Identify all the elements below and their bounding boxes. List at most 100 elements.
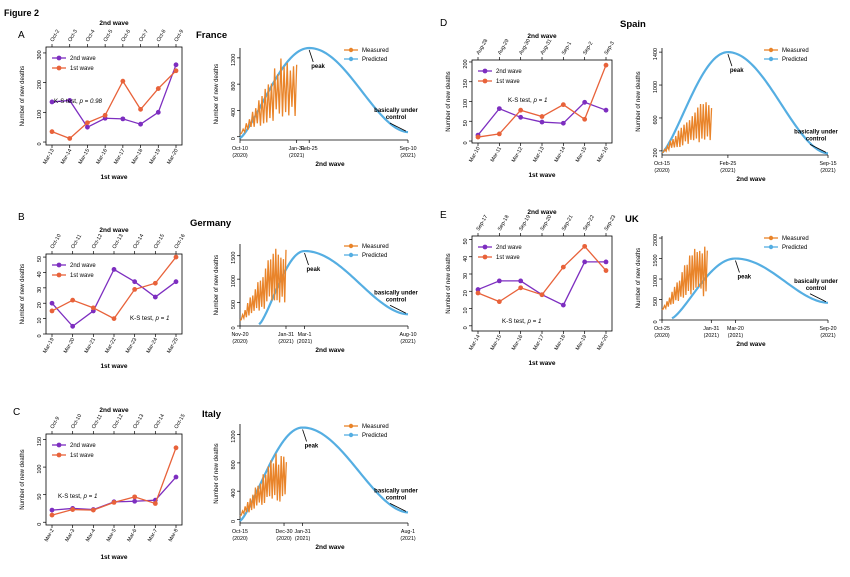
data-point <box>152 280 158 286</box>
top-tick-label: Sep-20 <box>540 214 554 232</box>
x-tick-label: Aug-1 <box>401 529 415 535</box>
measured-series <box>239 248 287 321</box>
data-point <box>49 99 55 105</box>
x-tick-year: (2021) <box>297 339 313 345</box>
y-axis-label: Number of new deaths <box>214 255 220 315</box>
legend-marker <box>482 78 488 84</box>
x-tick-label: Mar-23 <box>125 337 139 355</box>
x-tick-label: Mar-6 <box>126 528 138 543</box>
country-title: UK <box>625 214 639 225</box>
x-tick-year: (2021) <box>278 339 294 345</box>
data-point <box>496 278 502 284</box>
data-point <box>85 120 90 126</box>
y-tick-label: 1500 <box>653 254 659 266</box>
peak-label: peak <box>307 267 321 273</box>
data-point <box>152 294 158 300</box>
x-tick-year: (2020) <box>276 536 292 542</box>
legend-label: 2nd wave <box>70 56 96 62</box>
top-tick-label: Sep-18 <box>497 214 511 232</box>
x-tick-label: Nov-20 <box>231 332 248 338</box>
top-tick-label: Oct-9 <box>50 416 62 430</box>
top-tick-label: Sep-1 <box>561 41 573 56</box>
y-tick-label: 200 <box>37 80 43 89</box>
top-tick-label: Sep-22 <box>582 214 596 232</box>
panel-letter: B <box>18 212 25 223</box>
x-tick-year: (2020) <box>232 153 248 159</box>
top-tick-label: Oct-4 <box>85 29 97 43</box>
y-tick-label: 50 <box>463 238 469 244</box>
top-tick-label: Sep-19 <box>518 214 532 232</box>
data-point <box>49 507 55 513</box>
y-tick-label: 1000 <box>653 81 659 93</box>
y-axis-label: Number of new deaths <box>636 71 642 131</box>
peak-pointer <box>308 49 314 63</box>
control-pointer <box>389 304 407 314</box>
y-axis-label: Number of new deaths <box>446 253 452 313</box>
legend-label: Measured <box>782 236 809 242</box>
top-tick-label: Oct-15 <box>153 233 166 250</box>
y-tick-label: 40 <box>463 256 469 262</box>
legend-marker <box>56 55 62 61</box>
y-tick-label: 400 <box>231 489 237 498</box>
chart-E: E UK 2nd wave Mar-14 Mar-15 Mar-16 Mar-17 Mar-1… <box>440 209 639 367</box>
data-point <box>49 129 55 135</box>
top-tick-label: Sep-3 <box>604 41 616 56</box>
top-tick-label: Oct-8 <box>156 29 168 43</box>
legend-marker <box>768 56 774 62</box>
x-tick-label: Mar-16 <box>596 146 610 164</box>
measured-series <box>661 246 708 311</box>
p-value: p = 1 <box>82 493 97 500</box>
y-axis-label: Number of new deaths <box>20 264 26 324</box>
data-point <box>111 266 117 272</box>
x-tick-year: (2021) <box>720 168 736 174</box>
predicted-curve <box>661 51 829 155</box>
control-label-line2: control <box>806 136 827 142</box>
x-tick-label: Mar-20 <box>727 326 744 332</box>
data-point <box>539 114 545 119</box>
y-tick-label: 100 <box>463 99 469 108</box>
legend-marker <box>768 47 774 53</box>
data-point <box>85 124 90 130</box>
x-tick-label: Mar-25 <box>166 337 180 355</box>
x-tick-label: Mar-20 <box>596 334 610 352</box>
x-axis-label: 1st wave <box>100 554 127 561</box>
x-tick-label: Oct-15 <box>232 529 248 535</box>
legend-label: 1st wave <box>496 79 520 85</box>
top-axis-label: 2nd wave <box>99 227 129 234</box>
top-tick-label: Oct-10 <box>50 233 63 250</box>
y-tick-label: 20 <box>463 290 469 296</box>
x-tick-label: Oct-25 <box>654 326 670 332</box>
top-tick-label: Sep-21 <box>561 214 575 232</box>
legend-label: Measured <box>362 424 389 430</box>
legend-label: Predicted <box>782 245 807 251</box>
control-pointer <box>389 503 407 512</box>
data-point <box>560 302 566 308</box>
legend-label: Measured <box>362 48 389 54</box>
control-label-line1: basically under <box>374 488 418 494</box>
x-tick-label: Feb-25 <box>720 161 737 167</box>
x-tick-year: (2021) <box>400 153 416 159</box>
x-tick-year: (2021) <box>704 333 720 339</box>
y-axis-label: Number of new deaths <box>20 449 26 509</box>
control-pointer <box>809 293 827 303</box>
y-tick-label: 10 <box>37 318 43 324</box>
data-point <box>475 290 481 296</box>
measured-series <box>239 58 298 135</box>
y-tick-label: 10 <box>463 307 469 313</box>
plot-frame <box>45 253 183 335</box>
data-point <box>138 106 143 112</box>
data-point <box>518 285 524 291</box>
data-point <box>560 264 566 270</box>
data-point <box>173 445 179 451</box>
x-tick-label: Sep-15 <box>819 161 836 167</box>
top-tick-label: Aug-31 <box>540 38 554 56</box>
top-tick-label: Oct-9 <box>174 29 186 43</box>
x-tick-year: (2021) <box>820 333 836 339</box>
data-point <box>132 494 138 500</box>
legend-label: 2nd wave <box>70 263 96 269</box>
y-tick-label: 400 <box>231 108 237 117</box>
peak-label: peak <box>730 68 744 74</box>
y-tick-label: 500 <box>653 297 659 306</box>
